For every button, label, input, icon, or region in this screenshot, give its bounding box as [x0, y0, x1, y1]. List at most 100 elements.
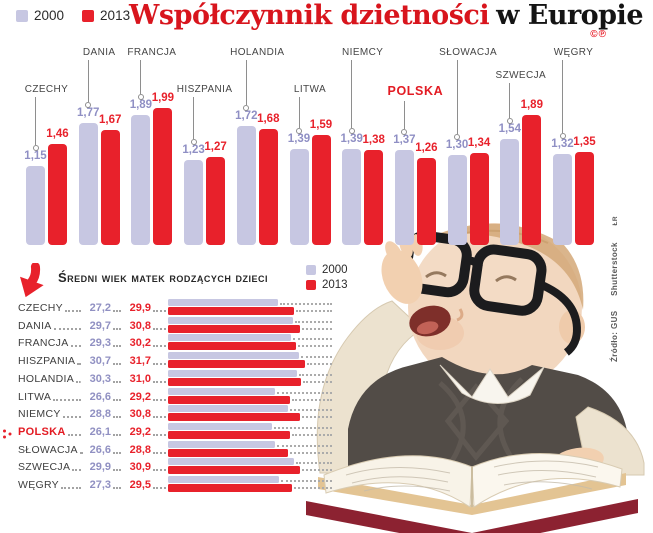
age-row-text-HOLANDIA: HOLANDIA 30,3 31,0 [18, 369, 168, 386]
age-value-2013-WĘGRY: 29,5 [129, 479, 151, 491]
age-bar-2013-NIEMCY [168, 413, 300, 422]
age-trail-2000-CZECHY [280, 298, 332, 305]
age-bar-2013-SŁOWACJA [168, 448, 288, 457]
age-bar-2000-FRANCJA [168, 334, 291, 342]
age-trail-2000-SŁOWACJA [276, 440, 332, 447]
age-row-HISZPANIA: HISZPANIA 30,7 31,7 [14, 351, 336, 369]
bar-2013-SŁOWACJA [469, 152, 489, 245]
age-bar-2000-CZECHY [168, 299, 279, 306]
age-row-text-POLSKA: POLSKA 26,1 29,2 [18, 422, 168, 439]
age-country-CZECHY: CZECHY [18, 302, 63, 314]
label-connector-CZECHY [35, 97, 36, 145]
label-connector-FRANCJA [140, 60, 142, 94]
age-value-2000-WĘGRY: 27,3 [89, 479, 111, 491]
leader-dots [64, 309, 81, 312]
copyright-mark: ©℗ [590, 29, 607, 40]
age-legend-swatch-2013 [306, 280, 316, 290]
age-bar-2000-POLSKA [168, 422, 272, 430]
leader-dots [113, 486, 121, 489]
age-bar-2013-FRANCJA [168, 342, 297, 351]
leader-dots [53, 327, 81, 330]
leader-dots [72, 468, 81, 472]
value-2000-DANIA: 1,77 [76, 106, 100, 119]
age-country-DANIA: DANIA [18, 319, 52, 332]
connector-dot-NIEMCY [348, 128, 355, 135]
country-label-CZECHY: CZECHY [24, 84, 69, 95]
age-bar-2013-CZECHY [168, 307, 295, 315]
value-2013-SŁOWACJA: 1,34 [467, 136, 491, 149]
age-country-LITWA: LITWA [18, 390, 52, 403]
age-trail-2013-POLSKA [292, 428, 332, 436]
leader-dots [77, 362, 81, 366]
bar-2000-HOLANDIA [236, 126, 256, 245]
value-2013-SZWECJA: 1,89 [520, 98, 543, 111]
age-trail-2013-DANIA [301, 322, 332, 330]
age-value-2000-NIEMCY: 28,8 [89, 408, 111, 421]
age-row-CZECHY: CZECHY 27,2 29,9 [14, 298, 336, 315]
baby-photo [306, 223, 645, 533]
value-2000-WĘGRY: 1,32 [551, 137, 574, 150]
value-2013-FRANCJA: 1,99 [151, 91, 175, 104]
bar-2000-POLSKA [394, 150, 414, 245]
credit-initials: ŁR [612, 216, 619, 226]
leader-dots [113, 398, 121, 401]
bar-2013-HISZPANIA [206, 157, 226, 245]
bar-2013-HOLANDIA [258, 129, 278, 245]
value-2000-HOLANDIA: 1,72 [235, 110, 258, 123]
value-2013-NIEMCY: 1,38 [362, 133, 385, 146]
age-row-text-NIEMCY: NIEMCY 28,8 30,8 [18, 404, 168, 421]
bar-2013-SZWECJA [522, 114, 542, 245]
polska-marker [2, 426, 12, 439]
age-row-text-LITWA: LITWA 26,6 29,2 [18, 387, 168, 404]
connector-dot-DANIA [85, 101, 92, 108]
value-2013-HISZPANIA: 1,27 [204, 141, 227, 154]
value-2000-LITWA: 1,39 [287, 133, 311, 146]
age-trail-2000-POLSKA [273, 422, 332, 429]
age-section-title: Średni wiek matek rodzących dzieci [58, 270, 268, 285]
age-trail-2013-FRANCJA [298, 339, 332, 348]
age-trail-2013-SŁOWACJA [289, 446, 332, 454]
leader-dots [62, 415, 81, 419]
value-2000-HISZPANIA: 1,23 [182, 144, 205, 157]
leader-dots [70, 344, 81, 348]
value-2000-POLSKA: 1,37 [393, 134, 416, 147]
bar-2013-LITWA [311, 135, 331, 245]
age-value-2013-DANIA: 30,8 [129, 319, 151, 332]
label-connector-LITWA [298, 97, 300, 129]
age-country-HOLANDIA: HOLANDIA [18, 372, 75, 385]
age-country-HISZPANIA: HISZPANIA [18, 355, 76, 368]
age-bar-2000-SZWECJA [168, 458, 295, 466]
bar-2000-SZWECJA [500, 138, 520, 245]
age-value-2000-FRANCJA: 29,3 [89, 337, 111, 350]
label-connector-HOLANDIA [245, 60, 247, 106]
age-value-2013-POLSKA: 29,2 [129, 425, 151, 438]
bar-2013-POLSKA [416, 158, 436, 245]
value-2000-SZWECJA: 1,54 [498, 122, 521, 135]
country-label-HISZPANIA: HISZPANIA [176, 84, 233, 95]
age-trail-2013-HISZPANIA [306, 357, 332, 366]
leader-dots [113, 380, 121, 383]
label-connector-WĘGRY [562, 60, 563, 133]
value-2013-CZECHY: 1,46 [46, 128, 69, 141]
age-trail-2000-WĘGRY [280, 475, 332, 482]
bar-2013-WĘGRY [575, 151, 594, 245]
leader-dots [76, 380, 81, 383]
connector-dot-SZWECJA [506, 117, 513, 124]
bar-2013-FRANCJA [153, 107, 173, 245]
age-trail-2000-FRANCJA [292, 333, 332, 341]
down-arrow-icon [14, 262, 48, 306]
age-row-text-DANIA: DANIA 29,7 30,8 [18, 316, 168, 333]
age-legend-item-2000: 2000 [306, 264, 348, 276]
age-bar-2000-WĘGRY [168, 476, 279, 483]
age-legend-label-2013: 2013 [322, 279, 348, 291]
legend-swatch-2000 [16, 9, 28, 22]
age-legend-item-2013: 2013 [306, 279, 348, 291]
age-trail-2013-NIEMCY [301, 410, 332, 419]
leader-dots [153, 362, 166, 366]
age-country-NIEMCY: NIEMCY [18, 408, 61, 421]
age-bar-2000-HISZPANIA [168, 352, 300, 360]
leader-dots [79, 451, 81, 454]
age-value-2013-LITWA: 29,2 [129, 390, 151, 403]
bar-2000-DANIA [78, 122, 98, 245]
leader-dots [153, 433, 166, 436]
